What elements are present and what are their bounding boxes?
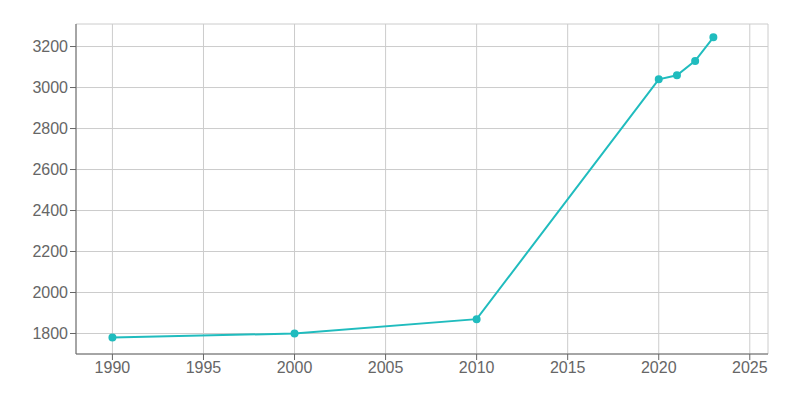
svg-text:2020: 2020 bbox=[641, 359, 677, 376]
svg-text:3200: 3200 bbox=[32, 38, 68, 55]
svg-text:2025: 2025 bbox=[732, 359, 768, 376]
svg-text:2200: 2200 bbox=[32, 243, 68, 260]
svg-text:2000: 2000 bbox=[277, 359, 313, 376]
svg-text:2400: 2400 bbox=[32, 202, 68, 219]
svg-text:2000: 2000 bbox=[32, 284, 68, 301]
svg-text:3000: 3000 bbox=[32, 79, 68, 96]
svg-text:2015: 2015 bbox=[550, 359, 586, 376]
svg-text:2800: 2800 bbox=[32, 120, 68, 137]
svg-text:1995: 1995 bbox=[186, 359, 222, 376]
svg-text:1990: 1990 bbox=[95, 359, 131, 376]
svg-text:1800: 1800 bbox=[32, 325, 68, 342]
svg-text:2005: 2005 bbox=[368, 359, 404, 376]
svg-text:2010: 2010 bbox=[459, 359, 495, 376]
svg-text:2600: 2600 bbox=[32, 161, 68, 178]
